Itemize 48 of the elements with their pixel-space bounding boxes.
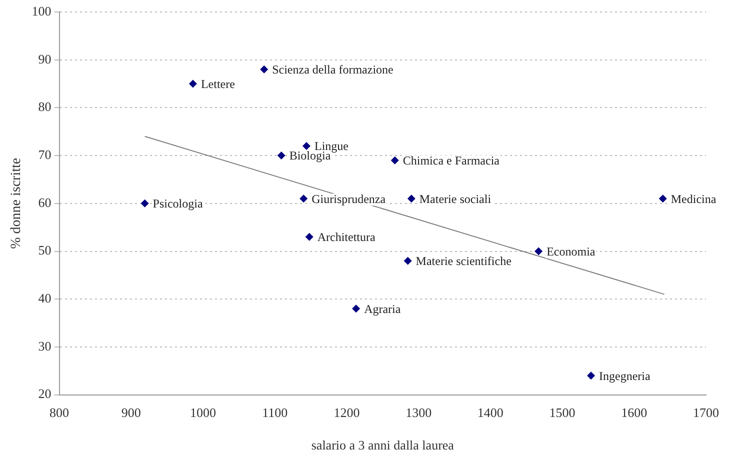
annotation: Materie scientifiche: [416, 254, 512, 268]
point: [404, 256, 412, 265]
y-tick-label: 100: [32, 3, 52, 18]
point: [300, 194, 308, 203]
x-tick-label: 1100: [262, 405, 288, 420]
x-tick-label: 1500: [549, 405, 576, 420]
x-axis-title: salario a 3 anni dalla laurea: [311, 438, 454, 453]
point: [658, 194, 667, 203]
point: [407, 194, 416, 203]
annotation: Ingegneria: [599, 368, 652, 383]
y-axis-title: % donne iscritte: [9, 158, 24, 249]
x-tick-label: 1600: [621, 405, 648, 420]
point: [587, 372, 596, 380]
annotation: Architettura: [317, 230, 376, 244]
x-tick-label: 1700: [693, 405, 719, 420]
point: [140, 199, 149, 208]
annotation: Agraria: [364, 302, 402, 316]
x-tick-label: 1000: [190, 405, 216, 420]
annotation: Lettere: [200, 76, 235, 91]
y-tick-label: 80: [38, 99, 52, 114]
y-tick-label: 90: [38, 51, 52, 66]
point: [305, 232, 314, 241]
x-tick-label: 1300: [406, 405, 432, 420]
y-tick-label: 40: [38, 290, 52, 306]
annotation: Biologia: [289, 148, 332, 163]
annotation: Chimica e Farmacia: [402, 153, 500, 168]
y-tick-label: 30: [38, 338, 52, 354]
annotation: Economia: [546, 244, 596, 258]
x-tick-label: 1200: [334, 405, 360, 420]
x-tick-label: 1400: [477, 405, 504, 420]
y-tick-label: 20: [38, 386, 52, 402]
point: [188, 80, 197, 88]
point: [277, 152, 286, 160]
annotation: Giurisprudenza: [312, 192, 386, 206]
point: [302, 142, 310, 150]
y-tick-label: 50: [38, 242, 52, 258]
point: [390, 156, 399, 164]
point: [260, 65, 268, 74]
point: [352, 304, 360, 313]
y-tick-label: 70: [38, 146, 52, 162]
point: [534, 247, 543, 256]
annotation: Materie sociali: [419, 192, 492, 206]
annotation: Scienza della formazione: [272, 62, 394, 77]
x-tick-label: 900: [121, 405, 141, 420]
y-tick-label: 60: [38, 194, 52, 210]
x-tick-label: 800: [50, 405, 70, 420]
annotation: Medicina: [670, 192, 717, 206]
annotation: Psicologia: [152, 196, 204, 211]
